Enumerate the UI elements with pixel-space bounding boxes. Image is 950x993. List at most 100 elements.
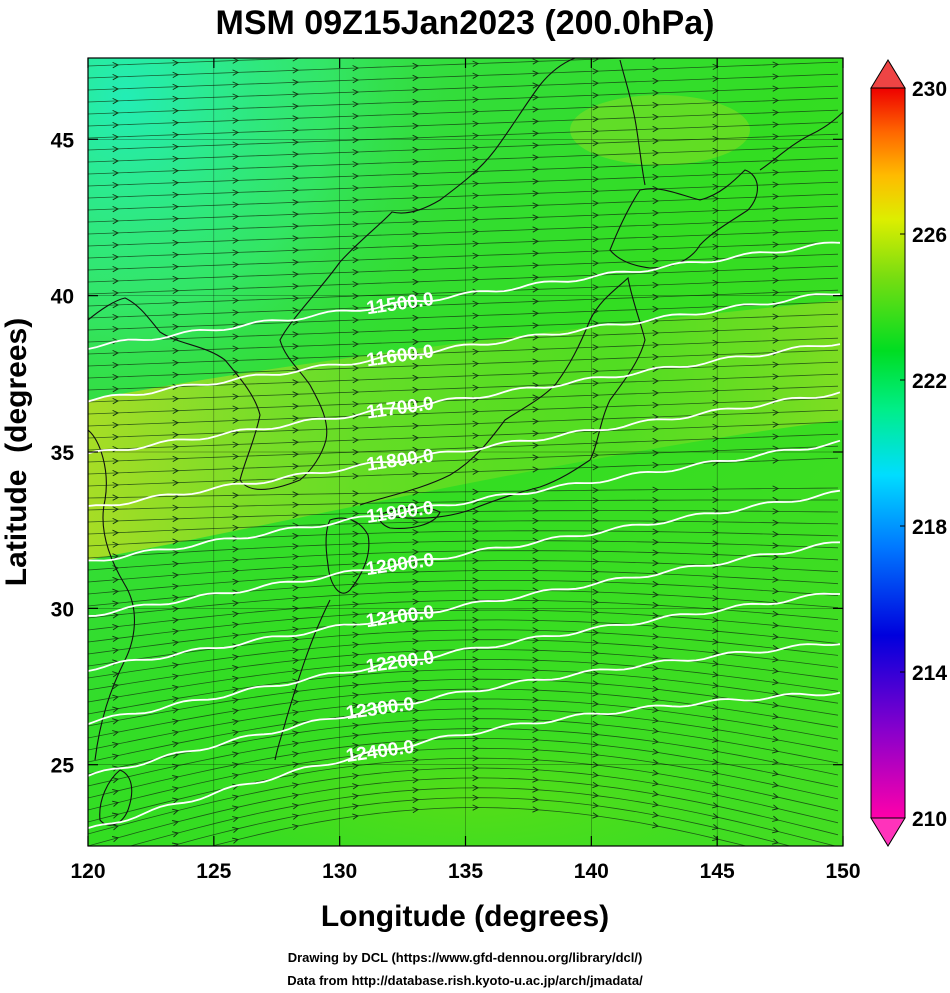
wind-arrowhead	[412, 707, 419, 714]
wind-streamline	[88, 688, 839, 739]
wind-arrowhead	[473, 49, 478, 55]
wind-arrowhead	[412, 338, 419, 346]
wind-arrowhead	[592, 344, 599, 351]
wind-arrowhead	[232, 465, 239, 472]
wind-arrowhead	[652, 353, 659, 361]
wind-arrowhead	[472, 666, 479, 673]
wind-arrowhead	[472, 120, 479, 127]
wind-arrowhead	[292, 187, 299, 194]
wind-streamline	[88, 457, 839, 487]
wind-arrowhead	[532, 202, 539, 209]
wind-arrowhead	[292, 501, 299, 508]
wind-arrowhead	[292, 223, 299, 230]
wind-arrowhead	[712, 183, 719, 190]
wind-arrowhead	[772, 337, 779, 344]
wind-streamline	[88, 550, 839, 571]
wind-arrowhead	[532, 346, 539, 353]
wind-arrowhead	[352, 65, 359, 72]
wind-arrowhead	[352, 125, 359, 132]
wind-arrowhead	[532, 226, 539, 233]
wind-arrowhead	[112, 409, 119, 417]
wind-arrowhead	[412, 254, 419, 262]
wind-arrowhead	[592, 356, 599, 363]
wind-arrowhead	[712, 813, 719, 820]
wind-arrowhead	[232, 740, 239, 747]
wind-arrowhead	[412, 470, 419, 478]
wind-arrowhead	[652, 209, 659, 217]
wind-arrowhead	[532, 746, 539, 753]
wind-arrowhead	[532, 70, 539, 77]
wind-arrowhead	[172, 718, 179, 725]
x-tick-label: 130	[322, 860, 357, 883]
wind-streamline	[88, 61, 839, 91]
wind-arrowhead	[652, 580, 659, 588]
wind-arrowhead	[172, 215, 179, 222]
wind-arrowhead	[232, 805, 239, 812]
wind-arrowhead	[412, 386, 419, 394]
wind-arrowhead	[652, 65, 659, 73]
coast-kyushu	[325, 517, 370, 594]
wind-arrowhead	[712, 824, 719, 831]
wind-arrowhead	[712, 87, 719, 94]
wind-streamline	[88, 397, 839, 427]
wind-arrowhead	[712, 747, 719, 754]
wind-arrowhead	[592, 224, 599, 231]
wind-arrowhead	[172, 191, 179, 198]
coast-hokkaido	[609, 169, 758, 269]
wind-arrowhead	[712, 123, 719, 130]
wind-arrowhead	[772, 679, 779, 686]
wind-arrowhead	[172, 419, 179, 426]
wind-arrowhead	[412, 446, 419, 454]
wind-arrowhead	[172, 707, 179, 714]
wind-arrowhead	[172, 594, 179, 601]
wind-arrowhead	[172, 455, 179, 462]
wind-arrowhead	[292, 740, 299, 747]
wind-arrowhead	[232, 417, 239, 424]
wind-streamline	[210, 807, 748, 846]
wind-arrowhead	[112, 397, 119, 405]
wind-arrowhead	[232, 708, 239, 715]
wind-arrowhead	[772, 701, 779, 709]
wind-arrowhead	[592, 619, 599, 626]
wind-arrowhead	[352, 209, 359, 216]
wind-arrowhead	[112, 265, 119, 273]
colorbar-tick-label: 218	[912, 516, 947, 539]
wind-arrowhead	[772, 508, 779, 515]
wind-arrowhead	[472, 774, 479, 782]
wind-arrowhead	[232, 686, 239, 693]
colorbar: 230 226 222 218 214 210	[870, 59, 947, 847]
wind-arrowhead	[112, 421, 119, 429]
wind-arrowhead	[172, 797, 179, 804]
wind-arrowhead	[712, 219, 719, 226]
wind-arrowhead	[232, 524, 239, 531]
wind-arrowhead	[772, 169, 779, 176]
wind-streamline	[88, 487, 839, 499]
wind-arrowhead	[712, 660, 719, 667]
wind-arrowhead	[232, 772, 239, 780]
wind-arrowhead	[112, 349, 119, 357]
wind-arrowhead	[352, 540, 359, 548]
wind-arrowhead	[172, 251, 179, 258]
wind-arrowhead	[532, 766, 539, 773]
wind-arrowhead	[292, 564, 299, 571]
wind-arrowhead	[172, 820, 179, 827]
wind-arrowhead	[652, 769, 659, 776]
x-tick-label: 150	[825, 860, 860, 883]
wind-arrowhead	[112, 623, 119, 631]
wind-arrowhead	[112, 765, 119, 772]
wind-arrowhead	[712, 363, 719, 370]
wind-arrowhead	[712, 375, 719, 382]
wind-arrowhead	[352, 661, 359, 669]
wind-arrowhead	[652, 539, 659, 546]
wind-arrowhead	[112, 433, 119, 441]
wind-streamline	[88, 313, 839, 343]
wind-arrowhead	[352, 672, 359, 679]
wind-streamline	[88, 133, 839, 163]
wind-arrowhead	[472, 228, 479, 235]
wind-arrowhead	[592, 690, 599, 697]
wind-arrowhead	[112, 506, 119, 513]
wind-streamline	[88, 253, 839, 283]
wind-arrowhead	[712, 682, 719, 689]
wind-arrowhead	[652, 685, 659, 693]
